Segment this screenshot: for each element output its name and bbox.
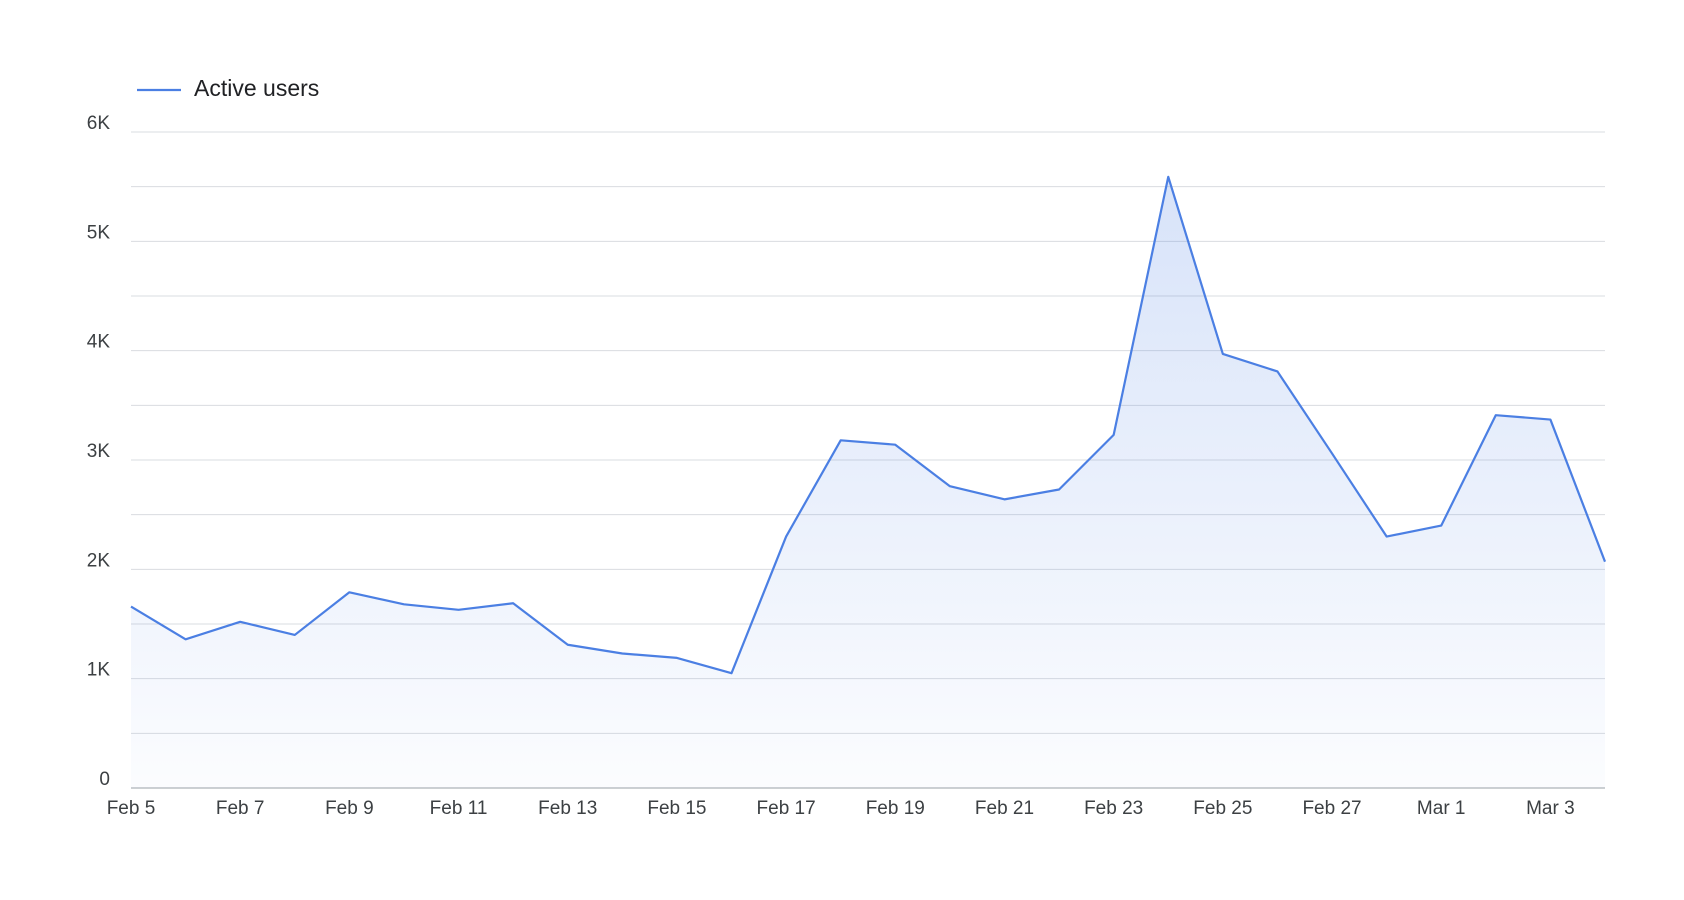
area bbox=[131, 176, 1605, 788]
line bbox=[130, 175, 1607, 675]
grid bbox=[131, 131, 1605, 789]
x-tick-label: Feb 7 bbox=[216, 798, 265, 819]
legend-label: Active users bbox=[194, 75, 319, 101]
y-tick-label: 1K bbox=[87, 660, 111, 681]
x-tick-label: Feb 25 bbox=[1193, 798, 1252, 819]
x-tick-label: Feb 17 bbox=[757, 798, 816, 819]
axis-labels: 0 1K 2K 3K 4K 5K 6K Feb 5 Feb 7 Feb 9 Feb 11 Feb 13… bbox=[87, 75, 1575, 819]
x-tick-label: Mar 3 bbox=[1526, 798, 1575, 819]
y-tick-label: 5K bbox=[87, 222, 111, 243]
plot bbox=[130, 175, 1607, 788]
x-tick-label: Feb 23 bbox=[1084, 798, 1143, 819]
x-tick-label: Feb 27 bbox=[1302, 798, 1361, 819]
y-tick-label: 2K bbox=[87, 550, 111, 571]
x-tick-label: Feb 5 bbox=[107, 798, 156, 819]
y-tick-label: 6K bbox=[87, 113, 111, 134]
x-tick-label: Feb 15 bbox=[647, 798, 706, 819]
x-tick-label: Feb 9 bbox=[325, 798, 374, 819]
x-tick-label: Feb 11 bbox=[430, 798, 488, 819]
y-tick-label: 3K bbox=[87, 441, 111, 462]
x-tick-label: Feb 21 bbox=[975, 798, 1034, 819]
x-tick-label: Feb 13 bbox=[538, 798, 597, 819]
x-tick-label: Feb 19 bbox=[866, 798, 925, 819]
y-tick-label: 0 bbox=[99, 769, 110, 790]
y-tick-label: 4K bbox=[87, 332, 111, 353]
x-tick-label: Mar 1 bbox=[1417, 798, 1466, 819]
